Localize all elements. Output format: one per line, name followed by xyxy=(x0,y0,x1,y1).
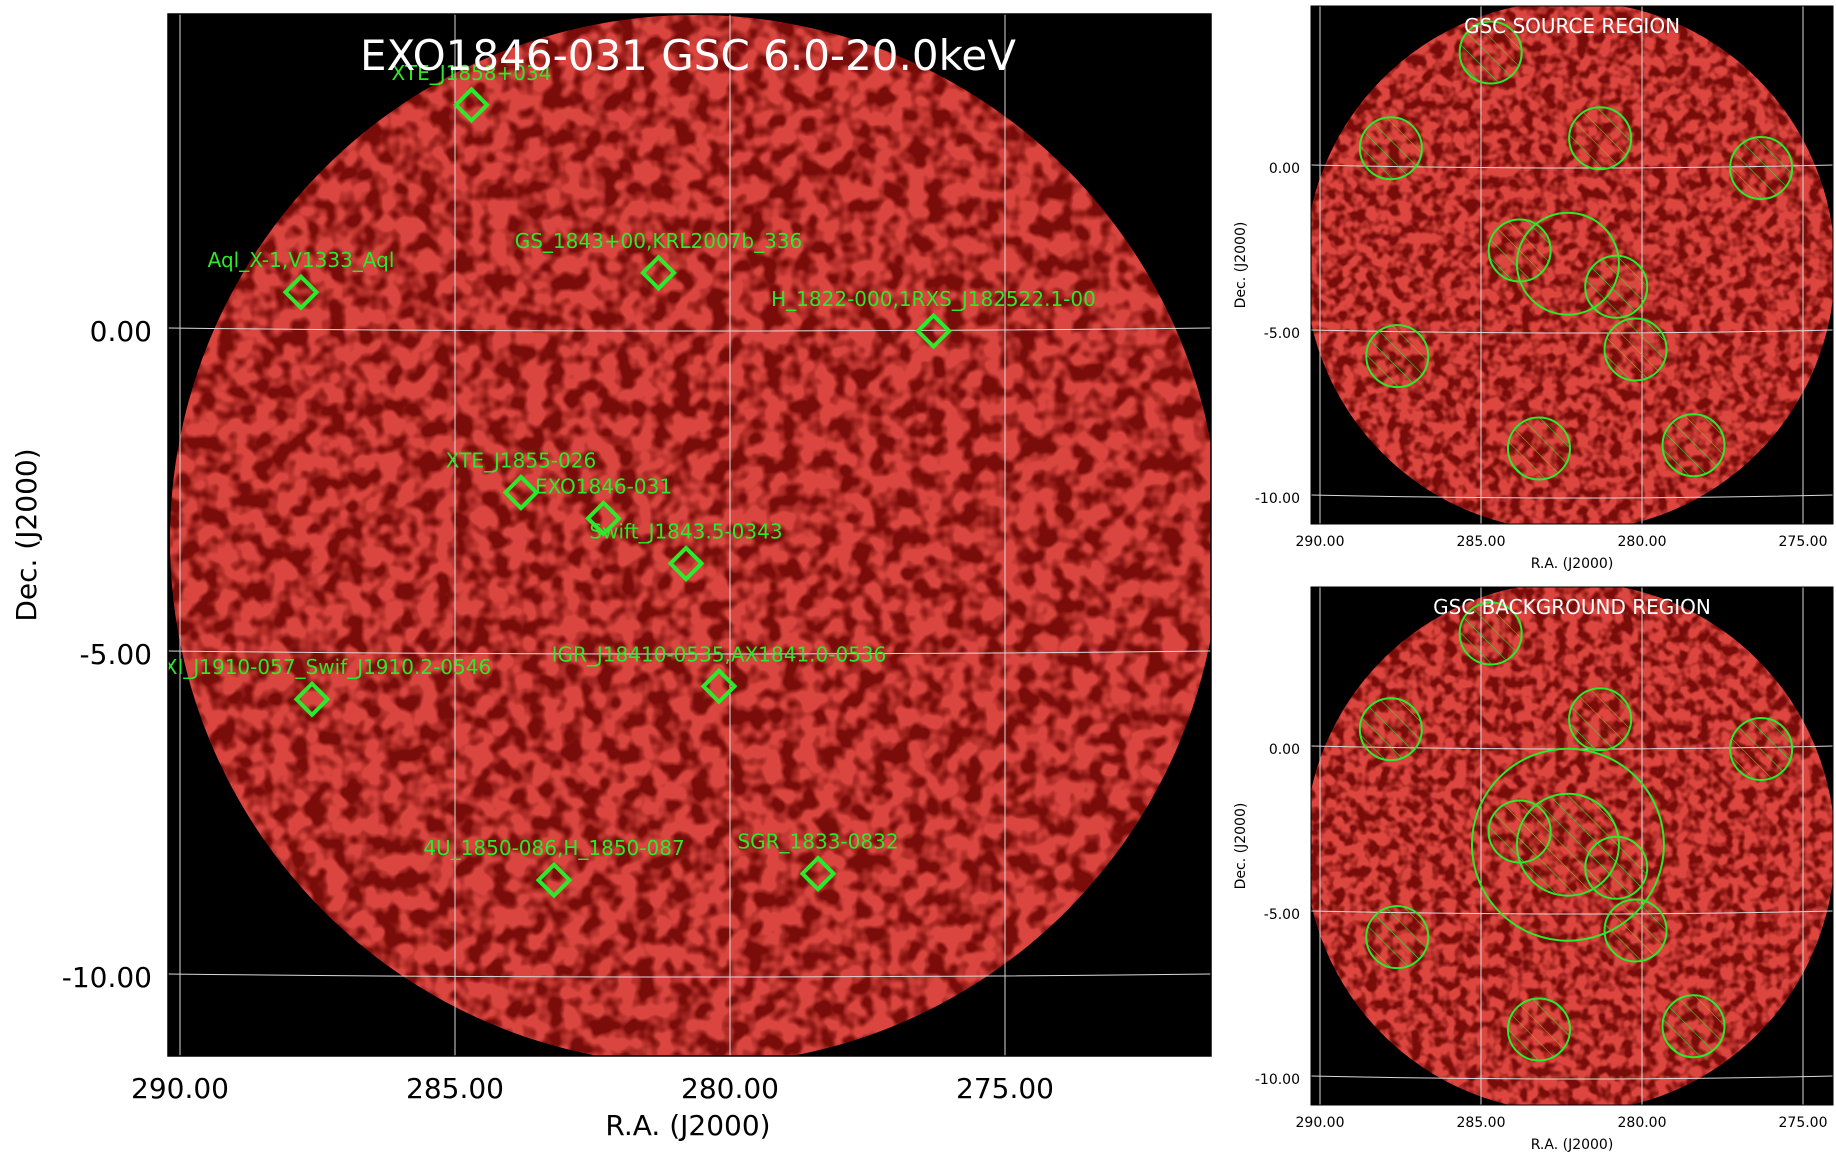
source-marker xyxy=(282,273,320,311)
grid-line-dec xyxy=(1311,494,1833,499)
source-marker xyxy=(502,474,540,511)
main-title: EXO1846-031 GSC 6.0-20.0keV xyxy=(360,31,1016,80)
background-annulus-inner xyxy=(1515,792,1620,897)
background-y-tick-labels: 0.00 -5.00 -10.00 xyxy=(1255,742,1300,1088)
y-tick-label: -5.00 xyxy=(1264,326,1300,342)
y-tick-label: -5.00 xyxy=(80,638,152,671)
main-y-tick-labels: 0.00 -5.00 -10.00 xyxy=(62,315,152,994)
source-marker xyxy=(667,545,705,582)
background-xlabel: R.A. (J2000) xyxy=(1531,1137,1614,1153)
source-marker-label: GS_1843+00,KRL2007b_336 xyxy=(515,229,803,253)
source-marker-label: Swift_J1843.5-0343 xyxy=(589,520,782,544)
x-tick-label: 275.00 xyxy=(1779,534,1828,550)
source-marker-label: XTE_J1858+034 xyxy=(392,61,552,85)
source-marker-label: XTE_J1855-026 xyxy=(446,449,596,473)
excluded-source-region xyxy=(1358,116,1423,181)
source-x-tick-labels: 290.00 285.00 280.00 275.00 xyxy=(1296,534,1828,550)
x-tick-label: 275.00 xyxy=(956,1072,1054,1105)
excluded-source-region xyxy=(1365,324,1430,389)
source-marker xyxy=(640,254,677,292)
x-tick-label: 290.00 xyxy=(1296,1115,1345,1131)
source-marker-label: EXO1846-031 xyxy=(535,474,672,498)
x-tick-label: 290.00 xyxy=(131,1072,229,1105)
source-emission-noise xyxy=(1311,6,1833,524)
excluded-source-region xyxy=(1568,687,1633,752)
source-marker xyxy=(700,667,738,705)
main-coordinate-grid xyxy=(168,14,1211,1056)
excluded-source-region xyxy=(1458,20,1523,85)
source-frame xyxy=(1310,5,1834,525)
grid-line-dec xyxy=(168,973,1211,978)
background-region-circles xyxy=(1358,601,1794,1062)
grid-line-dec xyxy=(168,327,1211,332)
source-marker xyxy=(915,312,952,350)
background-region-panel: GSC BACKGROUND REGION 290.00 285.00 280.00… xyxy=(1233,586,1834,1153)
source-xlabel: R.A. (J2000) xyxy=(1531,556,1614,572)
source-title: GSC SOURCE REGION xyxy=(1464,14,1680,38)
source-marker xyxy=(453,86,490,124)
source-ylabel: Dec. (J2000) xyxy=(1233,222,1249,309)
background-frame xyxy=(1310,586,1834,1106)
background-x-tick-labels: 290.00 285.00 280.00 275.00 xyxy=(1296,1115,1828,1131)
grid-line-dec xyxy=(168,650,1211,655)
source-marker xyxy=(585,499,622,537)
excluded-source-region xyxy=(1603,898,1668,963)
background-ylabel: Dec. (J2000) xyxy=(1233,803,1249,890)
excluded-source-region xyxy=(1358,697,1423,762)
main-ylabel: Dec. (J2000) xyxy=(10,448,43,621)
x-tick-label: 285.00 xyxy=(406,1072,504,1105)
grid-line-dec xyxy=(1311,1075,1833,1080)
source-region-circles xyxy=(1358,20,1794,481)
excluded-source-region xyxy=(1661,994,1726,1059)
y-tick-label: 0.00 xyxy=(90,315,152,348)
y-tick-label: -10.00 xyxy=(1255,491,1300,507)
y-tick-label: -10.00 xyxy=(62,961,152,994)
source-marker-label: SGR_1833-0832 xyxy=(737,830,898,854)
source-marker-label: MAXI_J1910-057_Swif_J1910.2-0546 xyxy=(133,655,491,679)
x-tick-label: 280.00 xyxy=(681,1072,779,1105)
source-marker xyxy=(293,680,331,718)
y-tick-label: 0.00 xyxy=(1269,161,1300,177)
main-source-markers: XTE_J1858+034 Aql_X-1,V1333_Aql GS_1843+00… xyxy=(133,61,1096,899)
excluded-source-region xyxy=(1365,905,1430,970)
y-tick-label: -5.00 xyxy=(1264,907,1300,923)
main-x-tick-labels: 290.00 285.00 280.00 275.00 xyxy=(131,1072,1054,1105)
source-marker xyxy=(799,855,837,893)
y-tick-label: -10.00 xyxy=(1255,1072,1300,1088)
excluded-source-region xyxy=(1729,717,1794,781)
excluded-source-region xyxy=(1661,413,1726,478)
main-xlabel: R.A. (J2000) xyxy=(605,1109,770,1142)
main-emission-noise xyxy=(170,15,1211,1056)
excluded-source-region xyxy=(1729,136,1794,200)
x-tick-label: 275.00 xyxy=(1779,1115,1828,1131)
source-marker-label: IGR_J18410-0535,AX1841.0-0536 xyxy=(552,642,887,666)
source-marker xyxy=(535,861,573,899)
source-marker-label: Aql_X-1,V1333_Aql xyxy=(208,248,395,272)
main-panel: XTE_J1858+034 Aql_X-1,V1333_Aql GS_1843+00… xyxy=(10,13,1212,1142)
excluded-source-region xyxy=(1458,601,1523,666)
background-title: GSC BACKGROUND REGION xyxy=(1433,595,1711,619)
x-tick-label: 290.00 xyxy=(1296,534,1345,550)
x-tick-label: 285.00 xyxy=(1457,534,1506,550)
source-marker-label: 4U_1850-086,H_1850-087 xyxy=(423,836,684,860)
main-frame xyxy=(167,13,1212,1057)
y-tick-label: 0.00 xyxy=(1269,742,1300,758)
x-tick-label: 280.00 xyxy=(1618,534,1667,550)
source-y-tick-labels: 0.00 -5.00 -10.00 xyxy=(1255,161,1300,507)
x-tick-label: 280.00 xyxy=(1618,1115,1667,1131)
x-tick-label: 285.00 xyxy=(1457,1115,1506,1131)
excluded-source-region xyxy=(1584,254,1649,319)
excluded-source-region xyxy=(1506,997,1571,1062)
source-marker-label: H_1822-000,1RXS_J182522.1-00 xyxy=(771,287,1096,311)
excluded-source-region xyxy=(1603,317,1668,382)
background-annulus-outer xyxy=(1470,747,1665,942)
excluded-source-region xyxy=(1568,106,1633,171)
target-source-region xyxy=(1515,211,1620,316)
excluded-source-region xyxy=(1506,416,1571,481)
source-region-panel: GSC SOURCE REGION 290.00 285.00 280.00 275.… xyxy=(1233,5,1834,572)
